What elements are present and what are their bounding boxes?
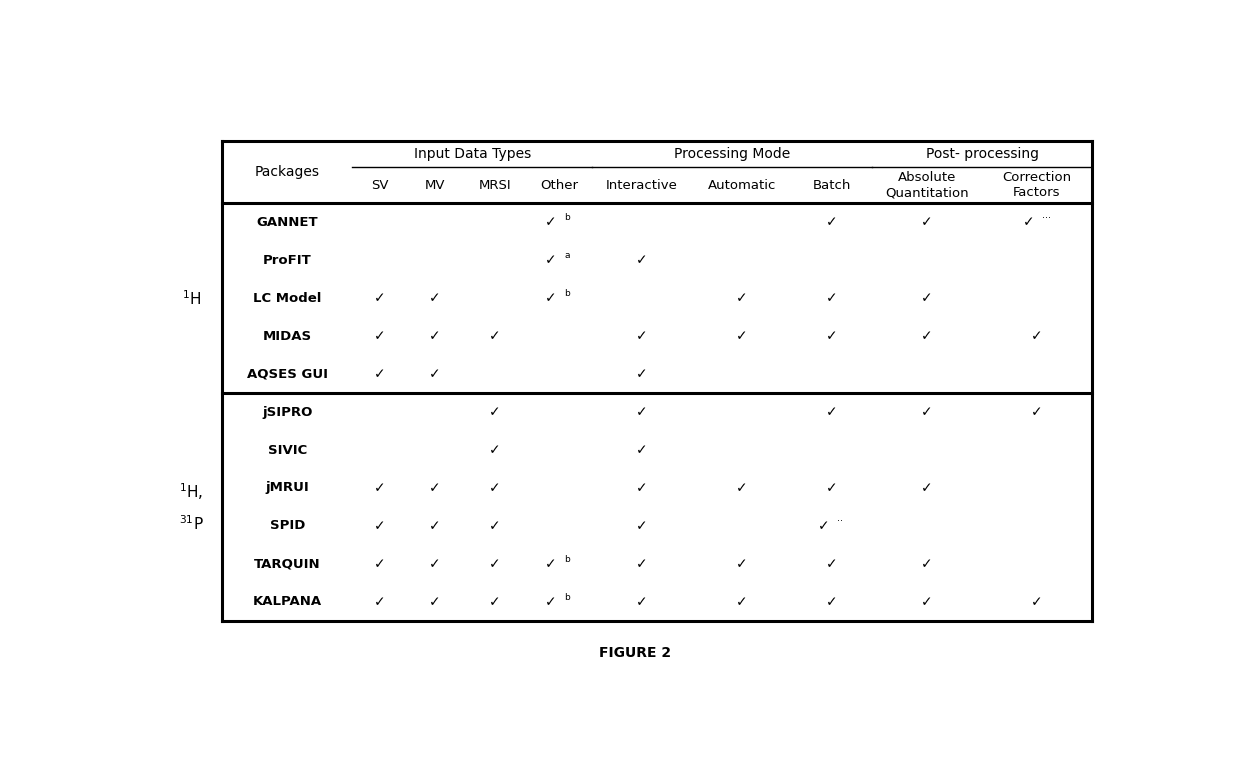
Text: SV: SV <box>371 179 388 192</box>
Text: ✓: ✓ <box>636 481 649 495</box>
Text: ✓: ✓ <box>636 443 649 457</box>
Text: Batch: Batch <box>813 179 851 192</box>
Text: ✓: ✓ <box>1032 329 1043 344</box>
Text: ✓: ✓ <box>636 405 649 419</box>
Text: ✓: ✓ <box>489 519 501 533</box>
Text: ✓: ✓ <box>826 481 838 495</box>
Text: $^{1}$H: $^{1}$H <box>182 289 201 308</box>
Text: ✓: ✓ <box>921 481 932 495</box>
Text: ✓: ✓ <box>489 557 501 571</box>
Text: TARQUIN: TARQUIN <box>254 557 321 570</box>
Text: ✓: ✓ <box>489 405 501 419</box>
Text: ✓: ✓ <box>489 595 501 609</box>
Text: ✓: ✓ <box>489 443 501 457</box>
Text: ··: ·· <box>837 516 843 526</box>
Text: ✓: ✓ <box>921 405 932 419</box>
Text: ✓: ✓ <box>737 291 748 306</box>
Text: ✓: ✓ <box>826 291 838 306</box>
Text: ✓: ✓ <box>826 405 838 419</box>
Text: ✓: ✓ <box>374 329 386 344</box>
Text: GANNET: GANNET <box>257 216 319 229</box>
Text: LC Model: LC Model <box>253 292 321 305</box>
Text: ✓: ✓ <box>921 557 932 571</box>
Text: ✓: ✓ <box>737 481 748 495</box>
Text: ✓: ✓ <box>489 329 501 344</box>
Text: FIGURE 2: FIGURE 2 <box>599 646 672 660</box>
Text: ✓: ✓ <box>374 367 386 381</box>
Text: ✓: ✓ <box>546 253 557 268</box>
Text: b: b <box>564 289 570 298</box>
Text: Interactive: Interactive <box>606 179 678 192</box>
Text: ✓: ✓ <box>374 291 386 306</box>
Text: ✓: ✓ <box>636 595 649 609</box>
Text: ✓: ✓ <box>546 557 557 571</box>
Text: ✓: ✓ <box>429 595 440 609</box>
Text: ✓: ✓ <box>737 557 748 571</box>
Text: Other: Other <box>541 179 579 192</box>
Text: ✓: ✓ <box>826 215 838 230</box>
Text: jMRUI: jMRUI <box>265 482 309 495</box>
Text: ✓: ✓ <box>817 519 830 533</box>
Text: ✓: ✓ <box>546 215 557 230</box>
Text: Input Data Types: Input Data Types <box>414 147 531 161</box>
Text: Correction
Factors: Correction Factors <box>1002 171 1071 199</box>
Text: ✓: ✓ <box>1032 405 1043 419</box>
Text: ProFIT: ProFIT <box>263 254 311 267</box>
Text: ✓: ✓ <box>429 329 440 344</box>
Text: MV: MV <box>424 179 445 192</box>
Text: ✓: ✓ <box>636 253 649 268</box>
Text: MIDAS: MIDAS <box>263 330 311 343</box>
Text: ···: ··· <box>1042 213 1050 223</box>
Text: ✓: ✓ <box>546 595 557 609</box>
Text: ✓: ✓ <box>826 595 838 609</box>
Text: Packages: Packages <box>254 165 320 179</box>
Text: Post- processing: Post- processing <box>925 147 1039 161</box>
Text: ✓: ✓ <box>636 367 649 381</box>
Text: b: b <box>564 213 570 222</box>
Text: Automatic: Automatic <box>708 179 776 192</box>
Text: ✓: ✓ <box>429 481 440 495</box>
Text: ✓: ✓ <box>489 481 501 495</box>
Text: ✓: ✓ <box>374 481 386 495</box>
Text: KALPANA: KALPANA <box>253 595 322 608</box>
Text: MRSI: MRSI <box>479 179 511 192</box>
Text: ✓: ✓ <box>429 367 440 381</box>
Text: ✓: ✓ <box>429 519 440 533</box>
Text: ✓: ✓ <box>921 595 932 609</box>
Text: Absolute
Quantitation: Absolute Quantitation <box>885 171 968 199</box>
Text: ✓: ✓ <box>374 595 386 609</box>
Text: SIVIC: SIVIC <box>268 444 306 457</box>
Text: ✓: ✓ <box>921 215 932 230</box>
Text: ✓: ✓ <box>826 557 838 571</box>
Text: ✓: ✓ <box>1023 215 1034 230</box>
Text: b: b <box>564 593 570 602</box>
Text: a: a <box>564 251 570 260</box>
Text: ✓: ✓ <box>546 291 557 306</box>
Text: ✓: ✓ <box>429 557 440 571</box>
Text: ✓: ✓ <box>636 519 649 533</box>
Text: SPID: SPID <box>269 519 305 533</box>
Text: ✓: ✓ <box>826 329 838 344</box>
Text: ✓: ✓ <box>429 291 440 306</box>
Text: AQSES GUI: AQSES GUI <box>247 368 327 381</box>
Text: ✓: ✓ <box>921 329 932 344</box>
Text: ✓: ✓ <box>737 329 748 344</box>
Text: ✓: ✓ <box>921 291 932 306</box>
Text: Processing Mode: Processing Mode <box>675 147 790 161</box>
Text: ✓: ✓ <box>374 557 386 571</box>
Text: ✓: ✓ <box>636 329 649 344</box>
Text: jSIPRO: jSIPRO <box>262 406 312 419</box>
Text: ✓: ✓ <box>1032 595 1043 609</box>
Text: ✓: ✓ <box>636 557 649 571</box>
Text: b: b <box>564 555 570 564</box>
Text: ✓: ✓ <box>737 595 748 609</box>
Text: ✓: ✓ <box>374 519 386 533</box>
Text: $^{1}$H,
$^{31}$P: $^{1}$H, $^{31}$P <box>179 481 205 533</box>
